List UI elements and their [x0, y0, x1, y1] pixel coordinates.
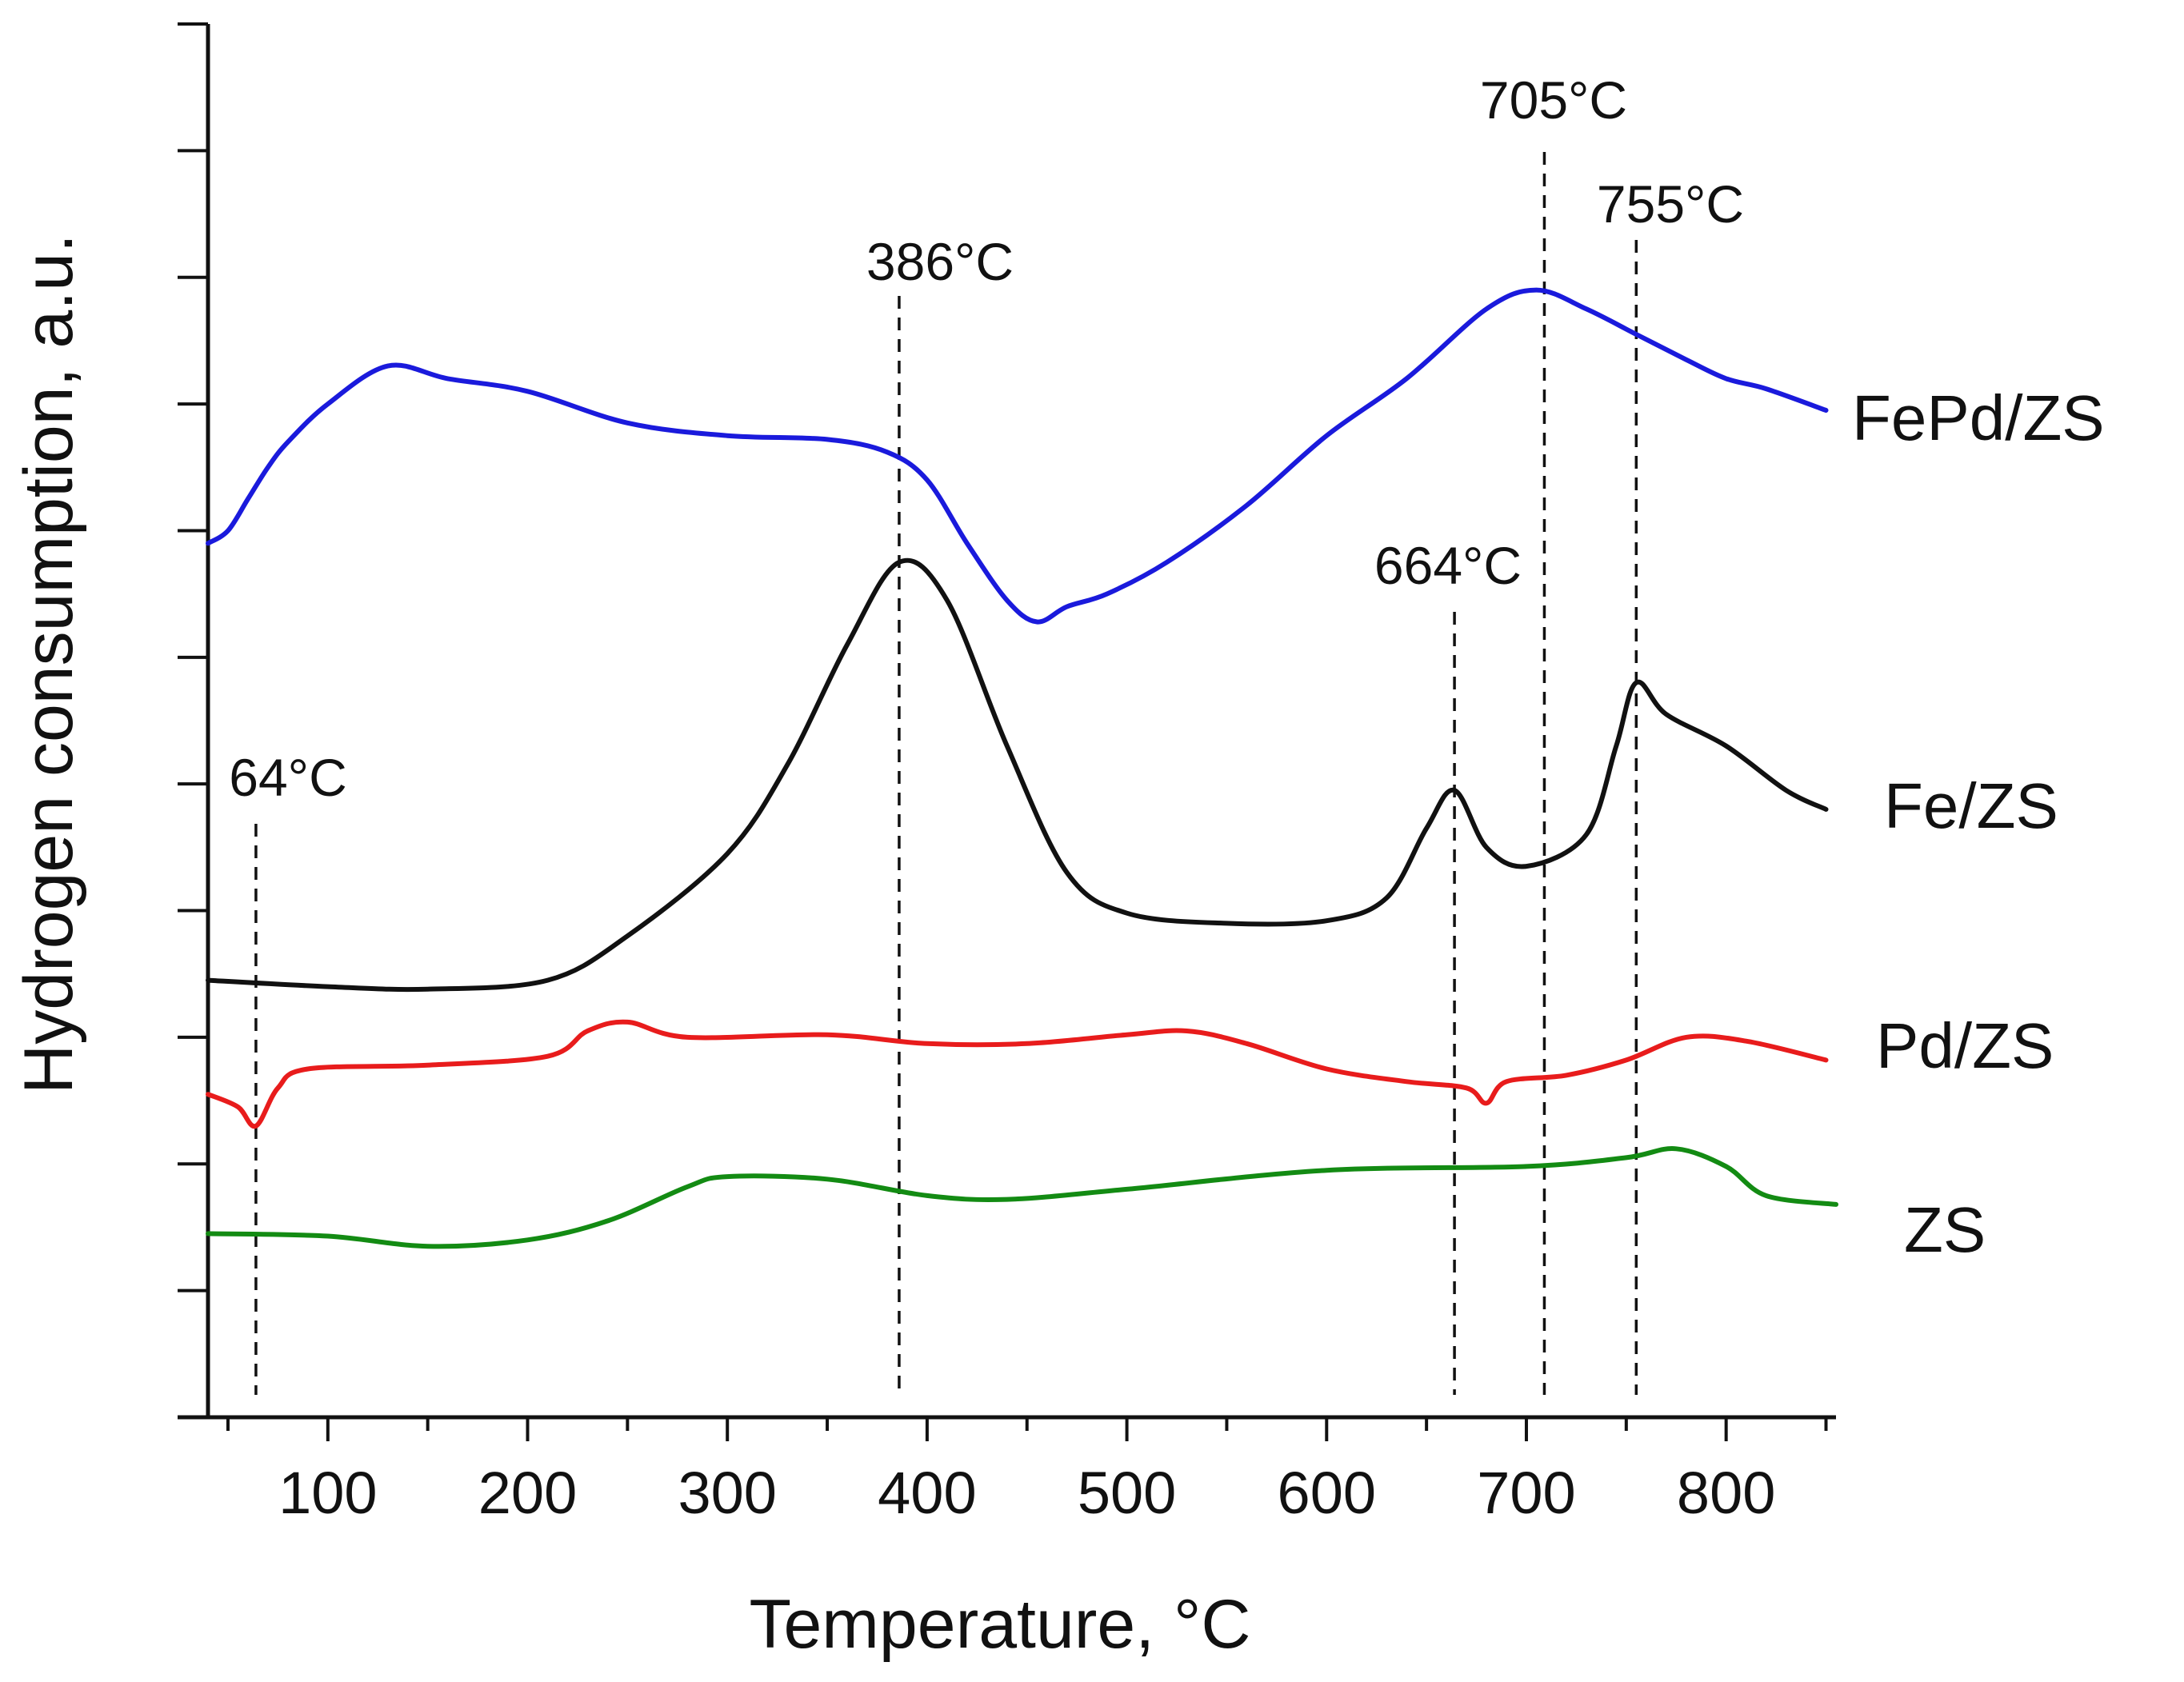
y-axis-ticks	[178, 22, 208, 1292]
series-line-pd-zs	[206, 1019, 1829, 1129]
annotation-label-705-c: 705°C	[1480, 70, 1627, 130]
x-axis-title: Temperature, °C	[749, 1586, 1250, 1663]
series-label-zs: ZS	[1904, 1194, 1986, 1265]
x-axis-tick-labels: 100 200 300 400 500 600 700 800	[278, 1460, 1775, 1526]
y-axis-title: Hydrogen consumption, a.u.	[10, 234, 87, 1094]
series-label-fe-zs: Fe/ZS	[1884, 770, 2058, 841]
annotation-label-64-c: 64°C	[229, 748, 346, 807]
annotation-label-664-c: 664°C	[1374, 536, 1522, 595]
series-line-fe-zs	[206, 557, 1829, 993]
x-tick-label-200: 200	[478, 1460, 577, 1526]
x-tick-label-600: 600	[1278, 1460, 1376, 1526]
x-tick-label-400: 400	[878, 1460, 976, 1526]
annotation-label-755-c: 755°C	[1597, 174, 1744, 234]
series-line-zs	[206, 1146, 1838, 1249]
series-label-pd-zs: Pd/ZS	[1876, 1010, 2054, 1081]
series-label-fepd-zs: FePd/ZS	[1852, 382, 2105, 453]
series-line-fepd-zs	[206, 287, 1829, 625]
series-lines	[206, 287, 1838, 1249]
x-tick-label-800: 800	[1677, 1460, 1775, 1526]
series-labels: FePd/ZS Fe/ZS Pd/ZS ZS	[1852, 382, 2105, 1265]
x-tick-label-700: 700	[1477, 1460, 1575, 1526]
annotation-label-386-c: 386°C	[866, 232, 1014, 291]
x-tick-label-300: 300	[678, 1460, 776, 1526]
x-tick-label-100: 100	[278, 1460, 377, 1526]
peak-annotations: 64°C 386°C 664°C 705°C 755°C	[229, 70, 1744, 1395]
x-axis-ticks	[226, 1417, 1828, 1441]
x-tick-label-500: 500	[1078, 1460, 1176, 1526]
plot-axes	[178, 24, 1836, 1420]
